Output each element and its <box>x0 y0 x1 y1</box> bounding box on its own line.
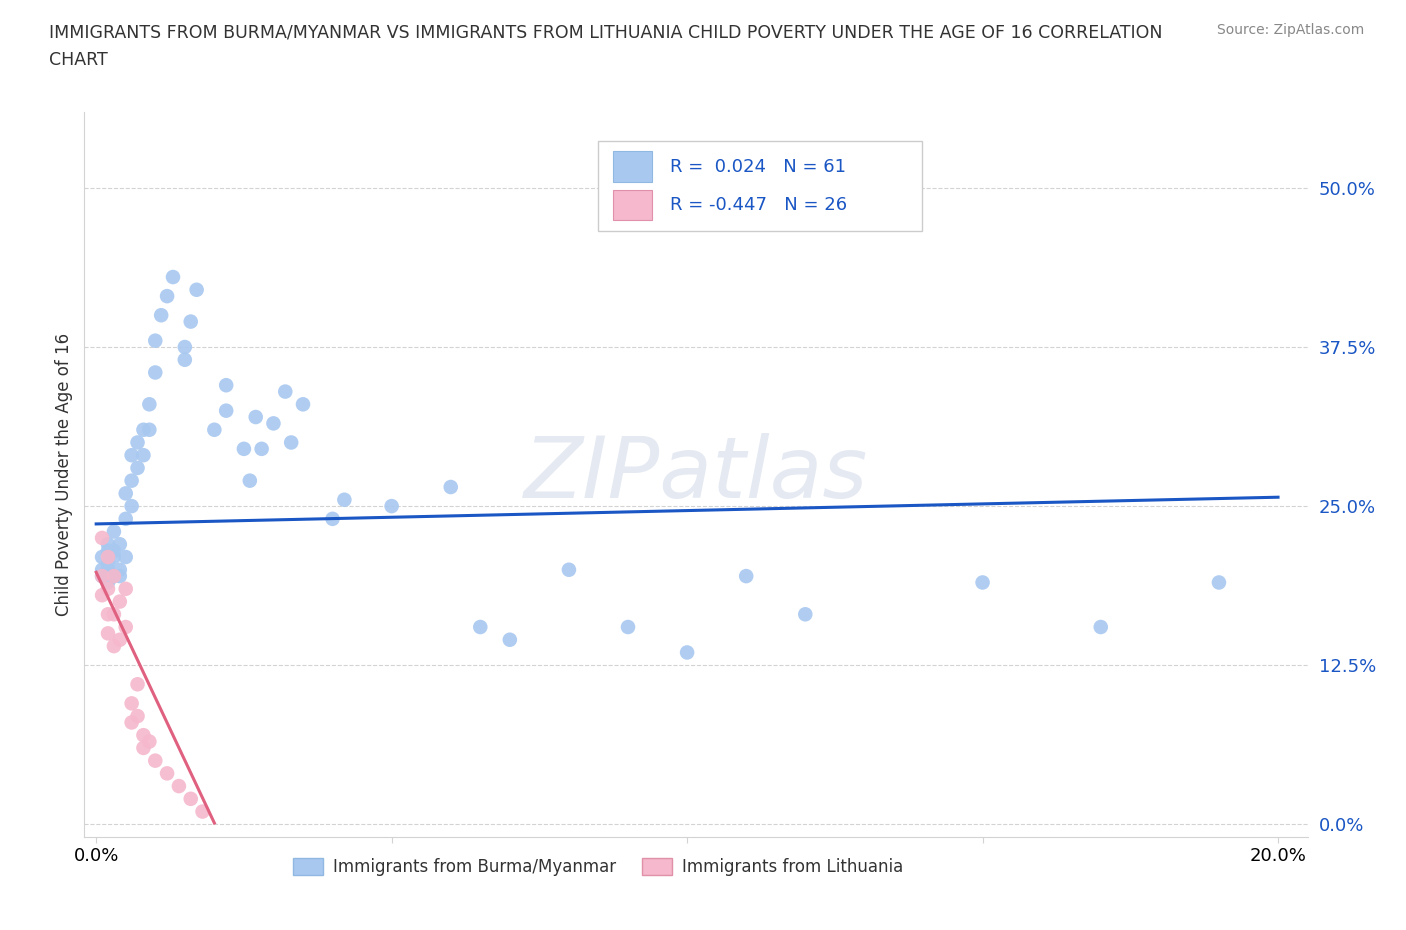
Point <box>103 568 125 583</box>
Legend: Immigrants from Burma/Myanmar, Immigrants from Lithuania: Immigrants from Burma/Myanmar, Immigrant… <box>287 852 910 883</box>
Point <box>97 626 120 641</box>
Point <box>262 416 284 431</box>
Point <box>114 486 136 501</box>
Point <box>794 607 817 622</box>
Point <box>121 715 143 730</box>
Point <box>103 525 125 539</box>
Point <box>167 778 190 793</box>
Point <box>173 352 195 367</box>
Point <box>274 384 297 399</box>
Point <box>108 594 131 609</box>
Point <box>202 422 225 437</box>
Point <box>132 447 155 462</box>
Point <box>121 447 143 462</box>
Point <box>121 696 143 711</box>
Point <box>617 619 640 634</box>
Point <box>103 568 125 583</box>
Point <box>127 709 149 724</box>
Text: Source: ZipAtlas.com: Source: ZipAtlas.com <box>1216 23 1364 37</box>
Point <box>91 568 114 583</box>
Point <box>127 435 149 450</box>
Point <box>186 283 208 298</box>
Point <box>103 607 125 622</box>
Point <box>499 632 522 647</box>
Point <box>173 339 195 354</box>
Point <box>1090 619 1112 634</box>
Text: IMMIGRANTS FROM BURMA/MYANMAR VS IMMIGRANTS FROM LITHUANIA CHILD POVERTY UNDER T: IMMIGRANTS FROM BURMA/MYANMAR VS IMMIGRA… <box>49 23 1163 41</box>
Point <box>180 791 202 806</box>
Point <box>108 563 131 578</box>
Point <box>97 537 120 551</box>
Point <box>91 588 114 603</box>
Point <box>121 473 143 488</box>
Point <box>232 442 254 457</box>
Point <box>108 568 131 583</box>
Point <box>143 753 166 768</box>
Point <box>322 512 344 526</box>
Point <box>191 804 214 819</box>
Point <box>121 498 143 513</box>
Point <box>1208 575 1230 590</box>
Point <box>132 422 155 437</box>
Point <box>127 460 149 475</box>
Point <box>97 607 120 622</box>
Point <box>292 397 315 412</box>
Point <box>91 563 114 578</box>
Text: R =  0.024   N = 61: R = 0.024 N = 61 <box>671 158 846 176</box>
Point <box>180 314 202 329</box>
Point <box>103 550 125 565</box>
Point <box>103 639 125 654</box>
Point <box>250 442 273 457</box>
Point <box>97 581 120 596</box>
Point <box>138 734 160 749</box>
Point <box>114 581 136 596</box>
FancyBboxPatch shape <box>613 190 652 220</box>
Point <box>143 333 166 348</box>
Point <box>127 677 149 692</box>
Point <box>132 728 155 743</box>
Point <box>114 512 136 526</box>
Point <box>162 270 184 285</box>
Point <box>143 365 166 380</box>
Point <box>91 550 114 565</box>
Point <box>239 473 262 488</box>
Point <box>150 308 173 323</box>
Point <box>91 530 114 545</box>
Point <box>97 563 120 578</box>
Point <box>108 537 131 551</box>
Point <box>215 404 238 418</box>
Point <box>97 575 120 590</box>
Point <box>103 543 125 558</box>
Point <box>97 550 120 565</box>
Point <box>132 740 155 755</box>
Point <box>108 632 131 647</box>
Point <box>735 568 758 583</box>
Point <box>215 378 238 392</box>
Point <box>97 556 120 571</box>
Point <box>114 619 136 634</box>
Point <box>156 766 179 781</box>
Point <box>676 645 699 660</box>
Point <box>91 568 114 583</box>
Point <box>97 543 120 558</box>
Point <box>440 480 463 495</box>
Point <box>470 619 492 634</box>
Text: CHART: CHART <box>49 51 108 69</box>
Point <box>245 409 267 424</box>
Point <box>138 397 160 412</box>
Text: R = -0.447   N = 26: R = -0.447 N = 26 <box>671 196 848 214</box>
Point <box>156 288 179 303</box>
Text: ZIPatlas: ZIPatlas <box>524 432 868 516</box>
Point <box>114 550 136 565</box>
Y-axis label: Child Poverty Under the Age of 16: Child Poverty Under the Age of 16 <box>55 333 73 616</box>
Point <box>138 422 160 437</box>
Point <box>333 492 356 507</box>
FancyBboxPatch shape <box>613 152 652 182</box>
Point <box>280 435 302 450</box>
FancyBboxPatch shape <box>598 140 922 232</box>
Point <box>972 575 994 590</box>
Point <box>381 498 404 513</box>
Point <box>558 563 581 578</box>
